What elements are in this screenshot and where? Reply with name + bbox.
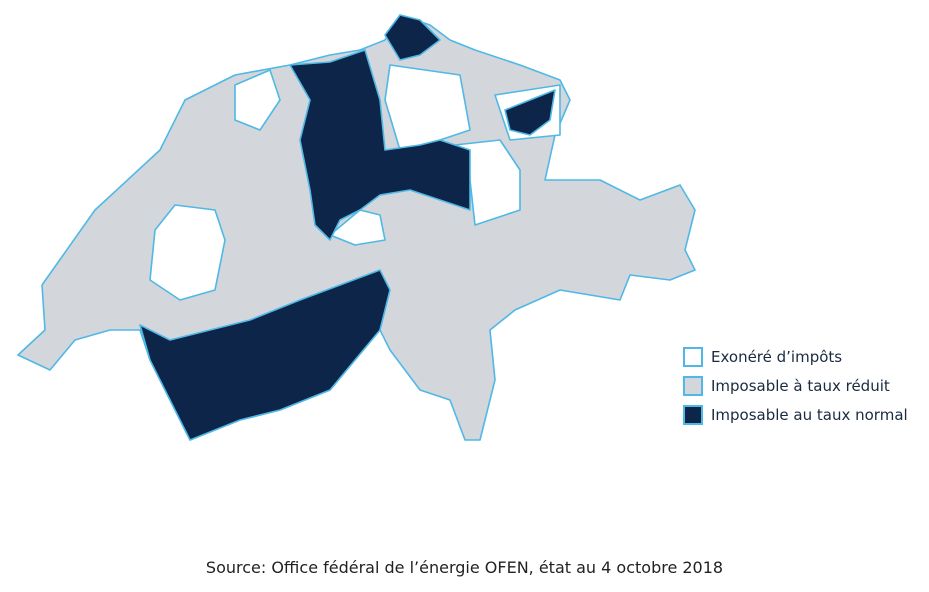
canton-fribourg: [149, 204, 226, 301]
canton-valais: [139, 269, 391, 441]
legend-swatch: [683, 347, 703, 367]
legend-label: Imposable au taux normal: [711, 406, 908, 424]
legend-label: Exonéré d’impôts: [711, 348, 843, 366]
canton-obwalden: [329, 209, 386, 246]
canton-jura: [234, 69, 281, 131]
legend-item: Exonéré d’impôts: [683, 346, 908, 368]
legend-item: Imposable au taux normal: [683, 404, 908, 426]
canton-appenzell-ir: [504, 89, 556, 136]
legend-swatch: [683, 405, 703, 425]
legend-item: Imposable à taux réduit: [683, 375, 908, 397]
canton-schaffhausen: [384, 14, 441, 61]
source: Source: Office fédéral de l’énergie OFEN…: [205, 558, 724, 577]
legend-label: Imposable à taux réduit: [711, 377, 890, 395]
legend: Exonéré d’impôts Imposable à taux réduit…: [683, 346, 908, 433]
legend-swatch: [683, 376, 703, 396]
canton-bern: [289, 49, 471, 241]
